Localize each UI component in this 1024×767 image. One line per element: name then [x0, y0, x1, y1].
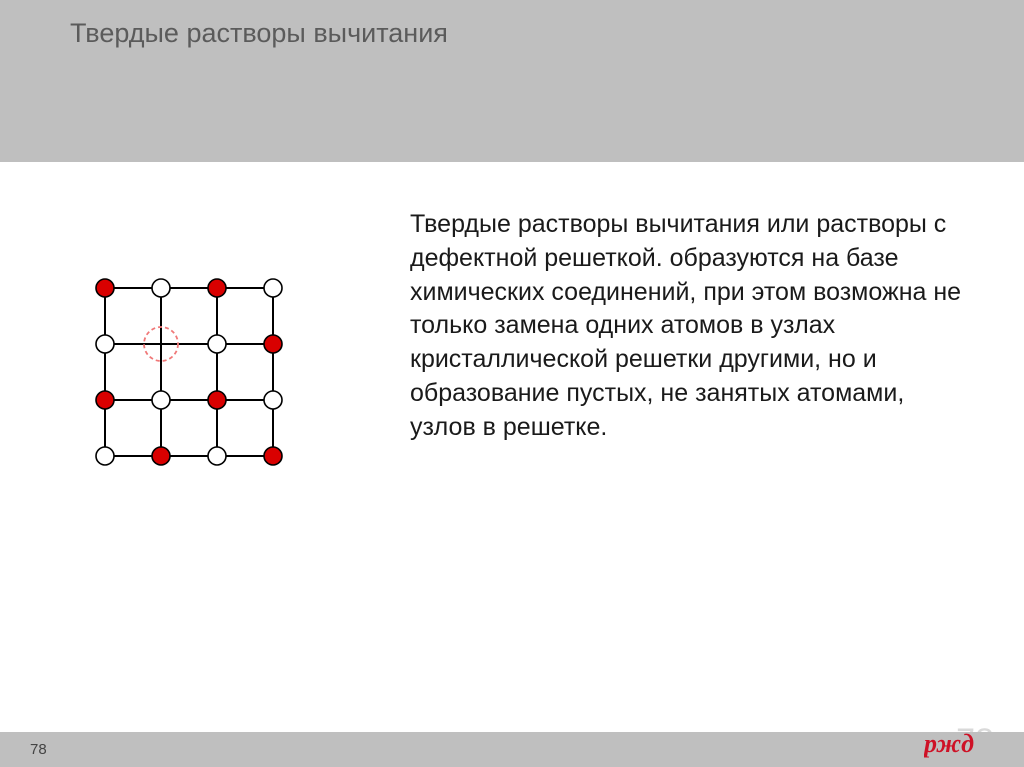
- lattice-diagram-container: [55, 208, 370, 508]
- page-number: 78: [30, 741, 47, 758]
- lattice-svg: [85, 268, 325, 508]
- page-title: Твердые растворы вычитания: [70, 18, 1024, 49]
- svg-text:ржд: ржд: [924, 730, 974, 758]
- footer-bar: 78: [0, 732, 1024, 767]
- rzd-logo: ржд: [924, 730, 994, 763]
- content-area: Твердые растворы вычитания или растворы …: [0, 162, 1024, 508]
- body-text: Твердые растворы вычитания или растворы …: [410, 208, 984, 508]
- lattice-diagram: [85, 268, 325, 508]
- rzd-logo-svg: ржд: [924, 730, 994, 758]
- header-bar: Твердые растворы вычитания: [0, 0, 1024, 162]
